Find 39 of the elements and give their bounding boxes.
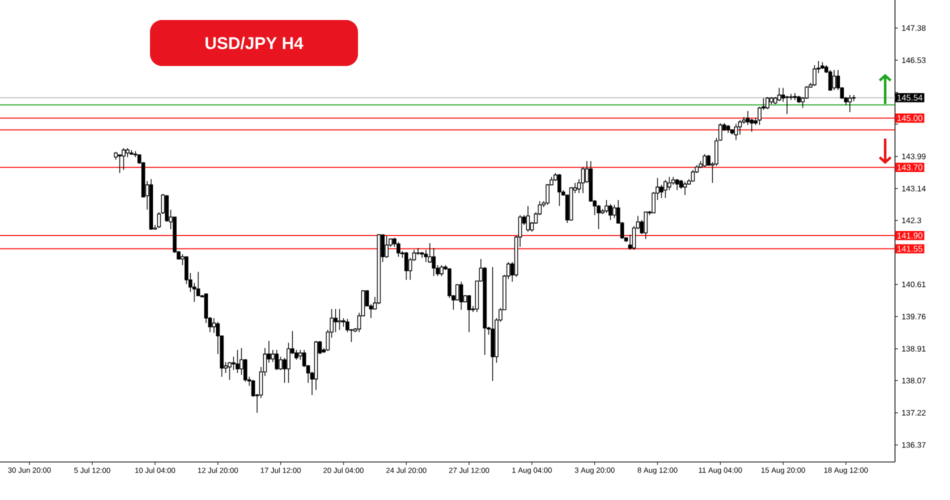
candlestick [149,178,154,230]
candlestick [130,150,134,156]
candlestick [766,96,770,110]
candlestick [557,173,562,206]
candlestick [420,251,424,258]
ref-line-label: 141.55 [897,246,922,252]
ref-line-label: 145.00 [897,115,922,122]
candlestick [236,350,240,374]
candlestick [608,204,612,220]
candlestick [734,123,738,141]
candlestick [467,294,471,333]
candlestick [490,266,495,382]
candlestick [812,64,816,86]
candlestick [820,62,824,70]
candlestick [702,154,707,168]
candlestick [569,186,574,222]
text: USD/JPY H4 [206,36,304,50]
candlestick [663,179,668,198]
candlestick [793,92,797,100]
candlestick [396,242,400,258]
candlestick [644,212,648,240]
candlestick [683,181,687,196]
candlestick [848,94,852,112]
candlestick [440,264,444,276]
candlestick [384,236,389,258]
ref-line-label: 143.70 [897,164,922,170]
candlestick [404,251,408,280]
candlestick [769,96,774,105]
candlestick [459,281,464,310]
candlestick [274,350,279,370]
candlestick [526,206,530,232]
ref-line-label: 141.90 [897,232,922,239]
candlestick [596,204,601,230]
annotation: 145.54 [897,94,922,101]
candlestick [338,308,342,330]
candlestick [675,178,680,190]
candlestick [832,70,836,91]
candlestick [777,87,782,102]
candlestick [726,124,730,134]
